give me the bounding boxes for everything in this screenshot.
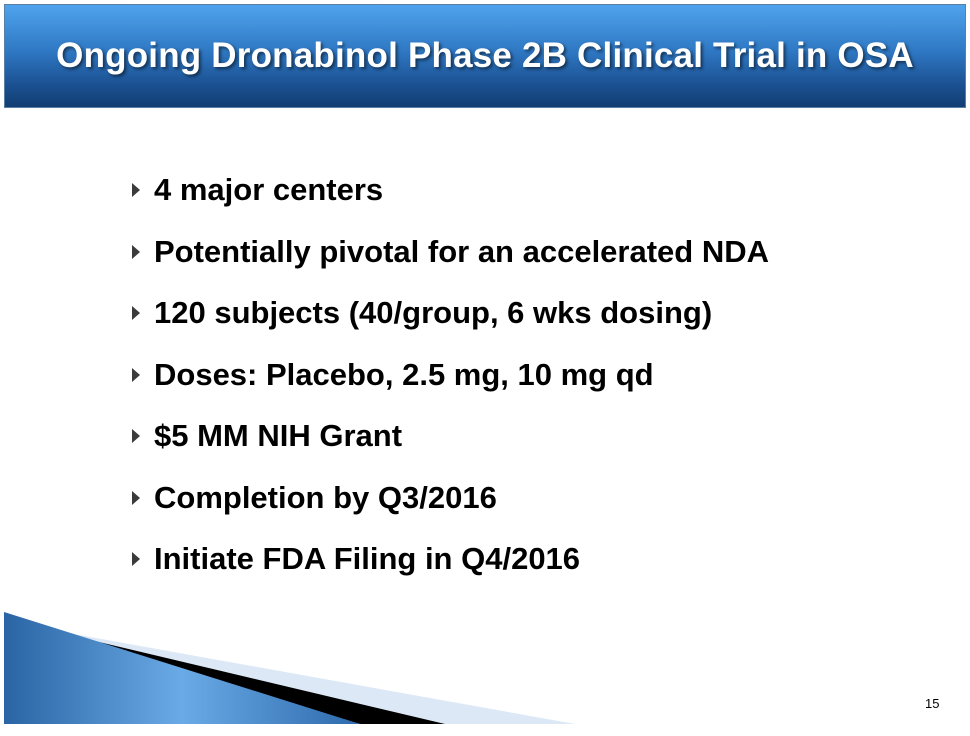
bullet-list: 4 major centers Potentially pivotal for …	[128, 172, 769, 603]
bullet-item: 120 subjects (40/group, 6 wks dosing)	[128, 295, 769, 357]
slide-title: Ongoing Dronabinol Phase 2B Clinical Tri…	[56, 36, 914, 75]
footer-decoration	[4, 612, 575, 724]
triangle-right-icon	[132, 306, 140, 320]
triangle-right-icon	[132, 552, 140, 566]
black-wedge	[40, 628, 445, 724]
blue-wedge	[4, 612, 360, 724]
triangle-right-icon	[132, 183, 140, 197]
bullet-item: Completion by Q3/2016	[128, 480, 769, 542]
bullet-item: 4 major centers	[128, 172, 769, 234]
bullet-item: Initiate FDA Filing in Q4/2016	[128, 541, 769, 603]
title-banner: Ongoing Dronabinol Phase 2B Clinical Tri…	[4, 4, 966, 108]
page-number: 15	[925, 696, 940, 711]
triangle-right-icon	[132, 490, 140, 505]
bullet-item: Potentially pivotal for an accelerated N…	[128, 234, 769, 296]
triangle-right-icon	[132, 367, 140, 382]
triangle-right-icon	[132, 429, 140, 443]
bullet-item: Doses: Placebo, 2.5 mg, 10 mg qd	[128, 357, 769, 419]
bullet-item: $5 MM NIH Grant	[128, 418, 769, 480]
light-wedge	[40, 628, 575, 724]
triangle-right-icon	[132, 244, 140, 259]
